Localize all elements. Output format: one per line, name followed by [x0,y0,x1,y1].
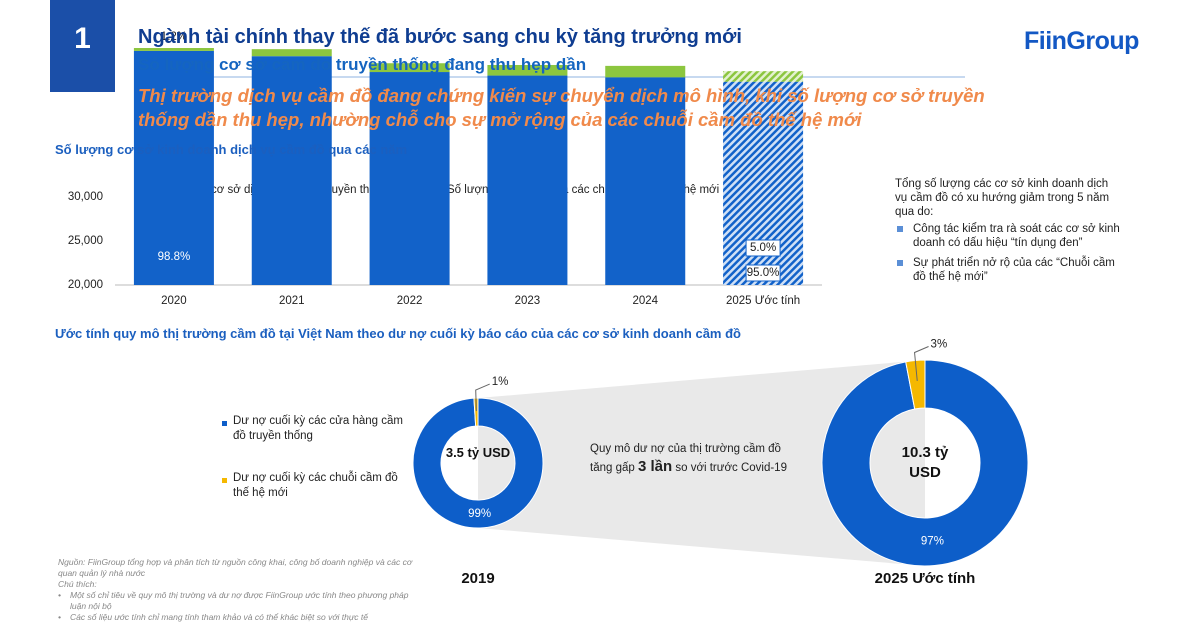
bar-segment [369,63,450,73]
annotation: 1.2% [161,31,187,43]
caption: 2019 [461,570,495,587]
caption: 2025 Ước tính [874,570,976,587]
bar-segment [133,50,214,285]
y-tick-label: 30,000 [68,191,103,203]
bullet-text: Công tác kiểm tra rà soát các cơ sở kinh… [913,223,1120,249]
donut-slice [821,359,1029,567]
title: Ngành tài chính thay thế đã bước sang ch… [138,26,742,48]
bar-segment [251,49,332,57]
bar-segment [723,71,804,82]
y-tick-label: 20,000 [68,279,103,291]
notes-bullet: Sự phát triển nở rộ của các “Chuỗi cầm đ… [895,256,1120,284]
notes: Tổng số lượng các cơ sở kinh doanh dịch … [895,177,1120,284]
bullet-text: Sự phát triển nở rộ của các “Chuỗi cầm đ… [913,257,1115,283]
annotation-box [745,239,781,257]
section-number: 1 [50,0,115,92]
bullet-text: Một số chỉ tiêu về quy mô thị trường và … [70,590,409,611]
source-bullet: • Các số liệu ước tính chỉ mang tính tham… [58,612,368,622]
value-label: 1% [492,376,509,388]
annotation: 5.0% [750,242,776,254]
annotation: 98.8% [158,251,191,263]
lead: Thị trường dịch vụ cầm đồ đang chứng kiế… [138,85,985,130]
bar-segment [605,77,686,285]
x-tick-label: 2025 Ước tính [726,295,800,307]
note-text: so với trước Covid-19 [672,462,787,474]
source: Nguồn: FiinGroup tổng hợp và phân tích t… [58,557,423,623]
x-tick-label: 2021 [279,295,305,307]
legend-label: Dư nợ cuối kỳ các chuỗi cầm đồ thế hệ mớ… [233,472,398,499]
leader-line [914,346,929,382]
chart-title: Ước tính quy mô thị trường cầm đồ tại Vi… [55,326,741,341]
annotation-box [745,264,781,282]
donut-slice [412,397,544,529]
chart-title: Số lượng cơ sở kinh doanh dịch vụ cầm đồ… [55,142,408,157]
donut-slice [905,359,926,410]
comparison-band [478,360,925,566]
value-label: 99% [468,508,491,520]
bar-segment [251,56,332,286]
x-tick-label: 2024 [632,295,658,307]
leader-line [475,383,490,412]
value-label: 97% [921,536,944,548]
y-tick-label: 25,000 [68,235,103,247]
subtitle: Số lượng cơ sở cầm đồ truyền thống đang … [138,55,587,74]
source-text: Nguồn: FiinGroup tổng hợp và phân tích t… [58,557,413,578]
x-tick-label: 2020 [161,295,187,307]
donut-slice [473,397,479,427]
notes-intro: Tổng số lượng các cơ sở kinh doanh dịch … [895,178,1110,218]
source-bullet: • Một số chỉ tiêu về quy mô thị trường và… [58,590,409,611]
center-label: 10.3 tỷ USD [901,444,949,481]
x-tick-label: 2023 [515,295,541,307]
legend-swatch [222,421,227,426]
logo: FiinGroup [1024,27,1139,55]
x-tick-label: 2022 [397,295,423,307]
center-label: 3.5 tỷ USD [445,445,511,460]
bar-segment [487,75,568,285]
bar-segment [369,72,450,285]
bar-segment [133,48,214,51]
comparison-note: Quy mô dư nợ của thị trường cầm đồ tăng … [590,440,805,477]
bar-segment [605,65,686,78]
note-emphasis: 3 lần [637,458,673,475]
value-label: 3% [931,339,948,351]
notes-bullet: Công tác kiểm tra rà soát các cơ sở kinh… [895,222,1120,250]
source-label: Chú thích: [58,579,97,589]
legend-swatch [222,478,227,483]
legend-label: Dư nợ cuối kỳ các cửa hàng cầm đồ truyền… [233,415,403,442]
note-text: Quy mô dư nợ của thị trường cầm đồ tăng … [590,443,781,474]
bar-segment [487,65,568,76]
bullet-text: Các số liệu ước tính chỉ mang tính tham … [70,612,368,622]
annotation: 95.0% [747,267,780,279]
